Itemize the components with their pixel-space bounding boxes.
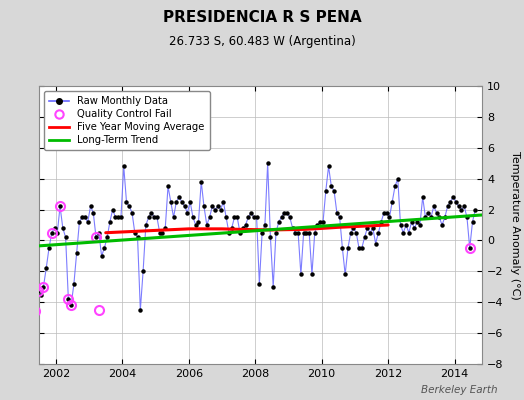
Text: 26.733 S, 60.483 W (Argentina): 26.733 S, 60.483 W (Argentina)	[169, 36, 355, 48]
Text: Berkeley Earth: Berkeley Earth	[421, 385, 498, 395]
Text: PRESIDENCIA R S PENA: PRESIDENCIA R S PENA	[162, 10, 362, 26]
Y-axis label: Temperature Anomaly (°C): Temperature Anomaly (°C)	[510, 151, 520, 299]
Legend: Raw Monthly Data, Quality Control Fail, Five Year Moving Average, Long-Term Tren: Raw Monthly Data, Quality Control Fail, …	[45, 91, 210, 150]
